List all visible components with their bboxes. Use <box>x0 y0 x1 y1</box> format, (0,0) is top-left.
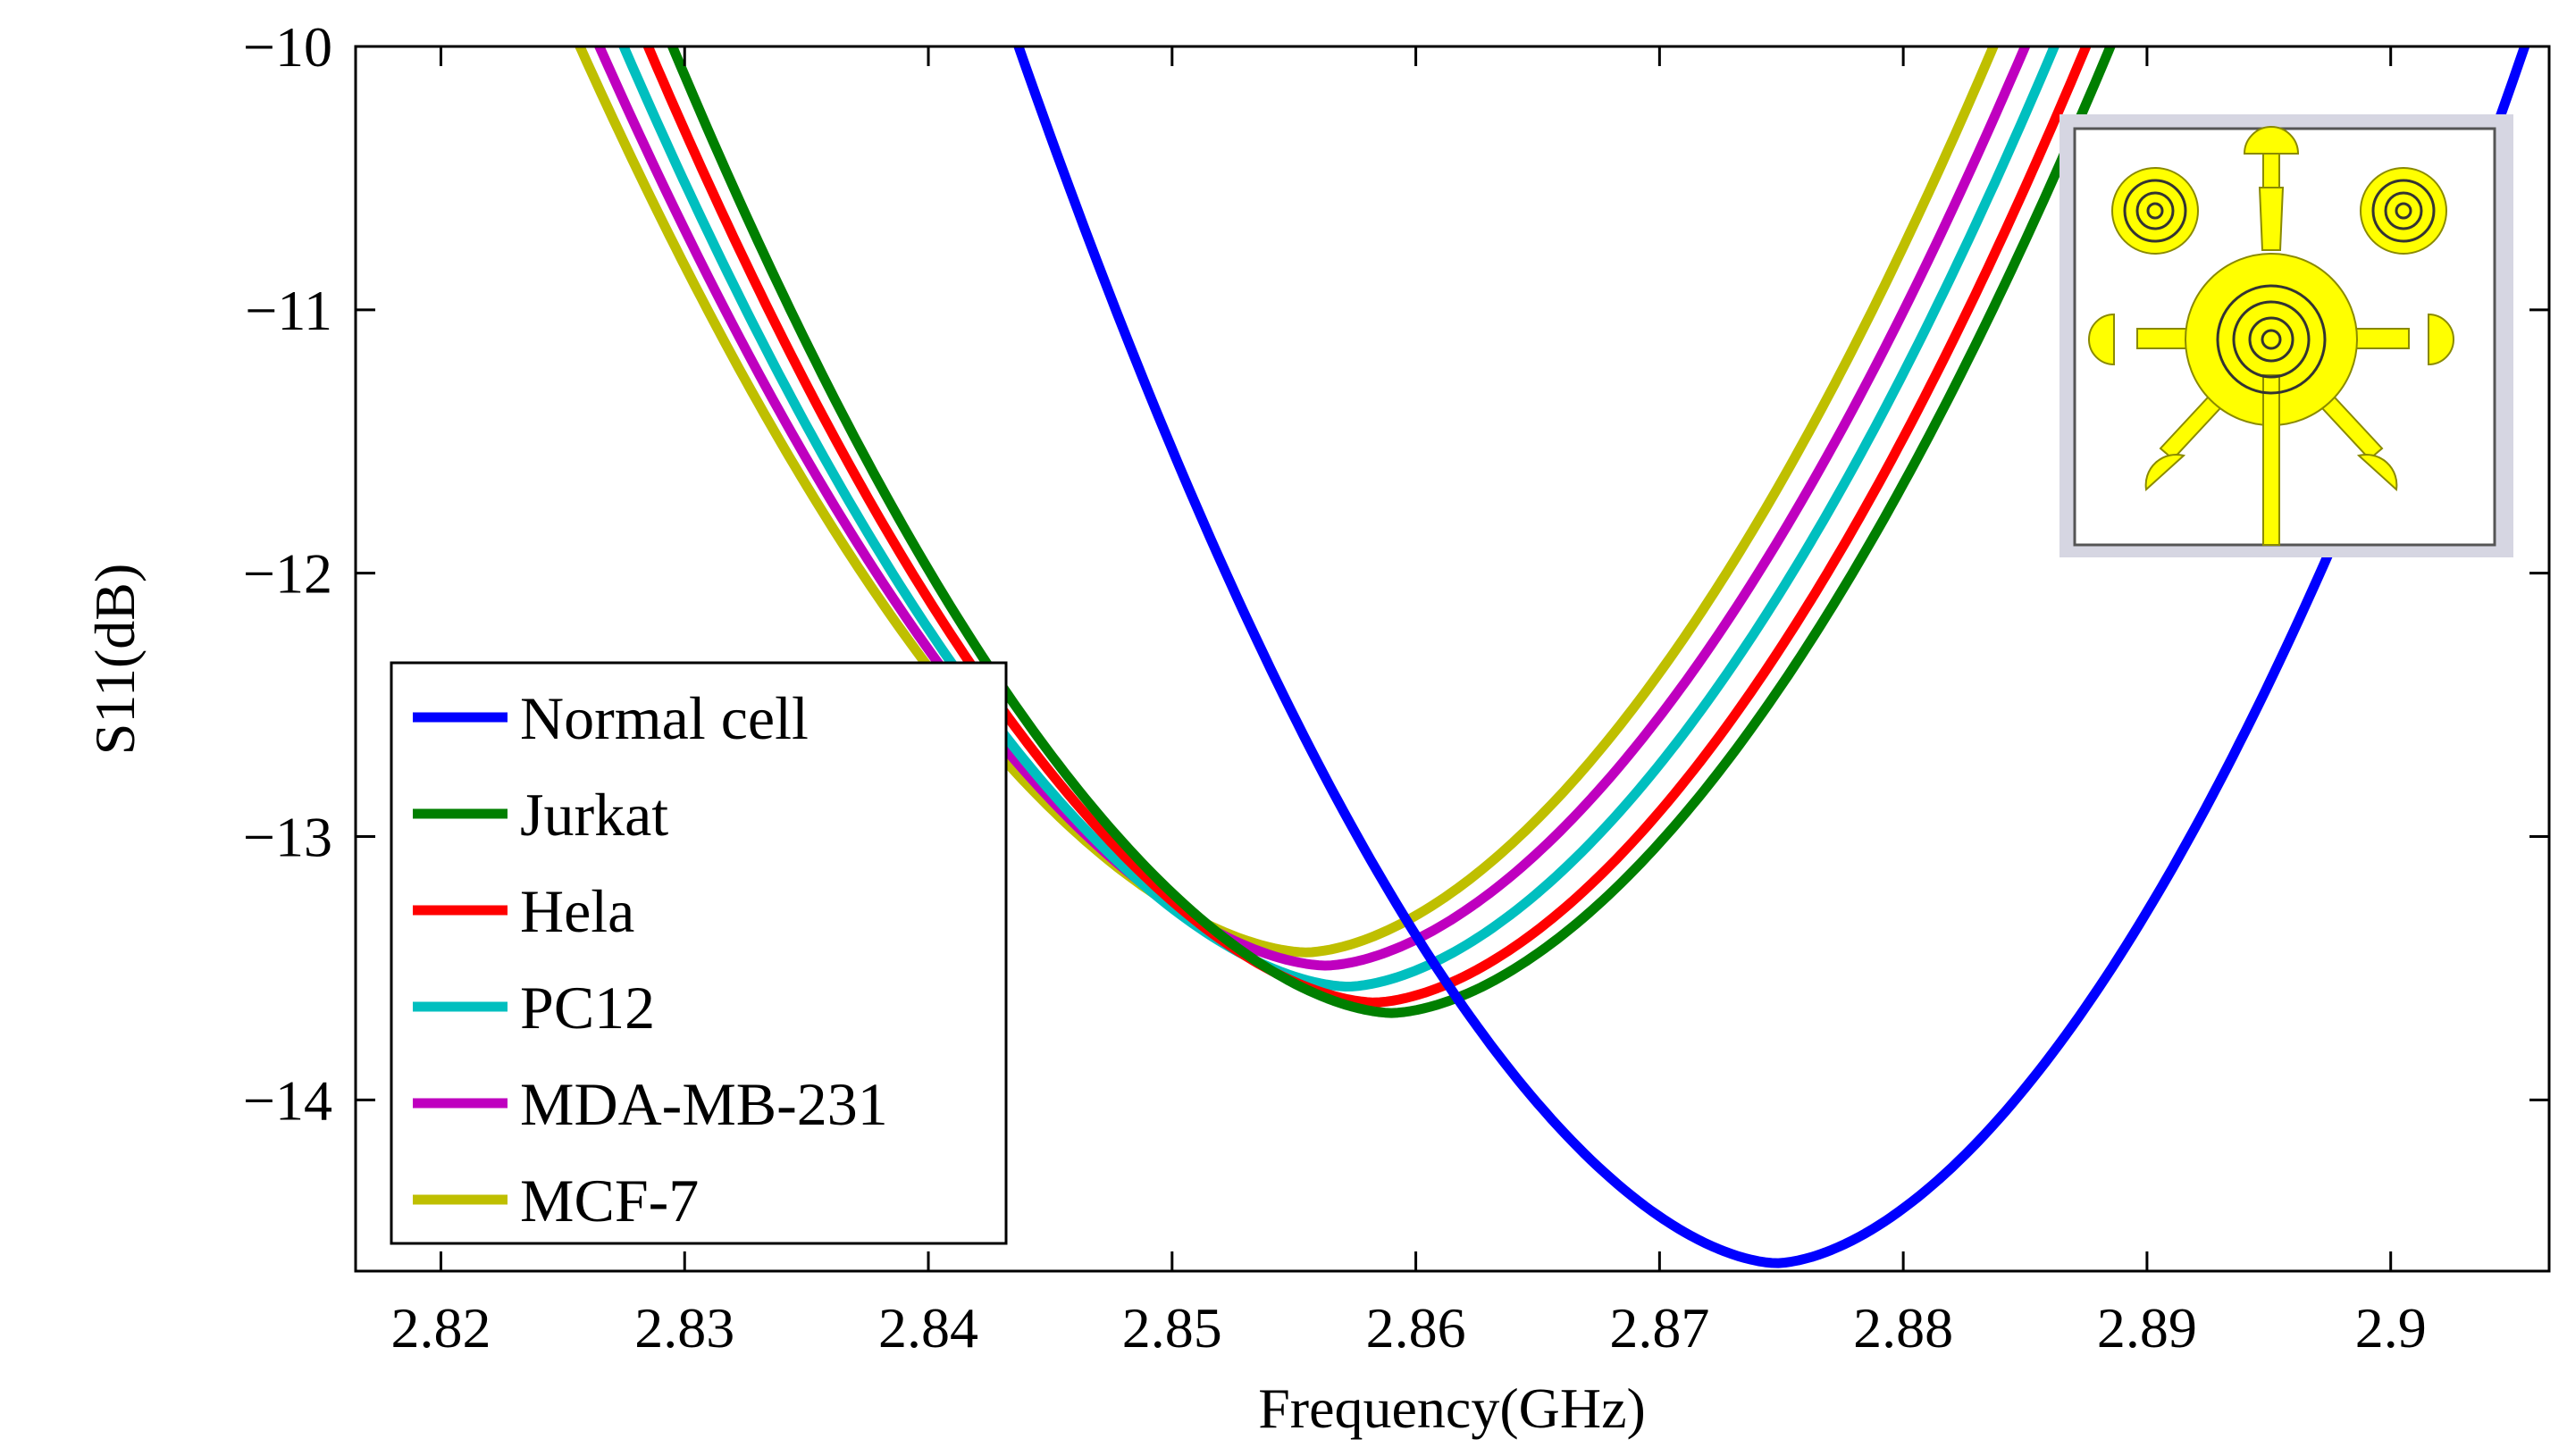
x-tick-label: 2.85 <box>1122 1296 1222 1360</box>
series-line-jurkat <box>667 46 2116 1018</box>
y-axis-title: S11(dB) <box>83 564 147 756</box>
x-tick-label: 2.87 <box>1609 1296 1709 1360</box>
series-line-normal-cell <box>1013 46 2530 1268</box>
x-tick-label: 2.88 <box>1853 1296 1953 1360</box>
antenna-inset <box>2059 114 2513 557</box>
plot-frame <box>354 45 2551 1273</box>
x-axis-title: Frequency(GHz) <box>1258 1377 1646 1440</box>
legend-label: Normal cell <box>520 684 809 752</box>
spiral-rings <box>2123 179 2436 395</box>
tick-layer: 2.82 2.83 2.84 2.85 2.86 2.87 2.88 2.89 2.9 −10 −1… <box>243 15 2549 1360</box>
y-tick-label: −11 <box>245 279 332 342</box>
x-tick-label: 2.89 <box>2097 1296 2197 1360</box>
legend-label: PC12 <box>520 974 655 1042</box>
x-tick-label: 2.86 <box>1366 1296 1466 1360</box>
y-tick-label: −12 <box>243 542 332 606</box>
y-tick-label: −13 <box>243 806 332 869</box>
legend-label: Hela <box>520 877 634 945</box>
legend-label: MCF-7 <box>520 1167 699 1234</box>
series-line-mda-mb-231 <box>593 46 2031 971</box>
antenna-icon <box>2088 126 2454 546</box>
legend-label: MDA-MB-231 <box>520 1070 888 1138</box>
x-tick-label: 2.82 <box>390 1296 491 1360</box>
x-tick-label: 2.9 <box>2355 1296 2427 1360</box>
series-line-mcf-7 <box>574 46 2000 958</box>
x-tick-label: 2.84 <box>878 1296 978 1360</box>
series-line-hela <box>642 46 2092 1008</box>
x-tick-label: 2.83 <box>634 1296 734 1360</box>
legend-box <box>390 661 1008 1245</box>
y-tick-label: −14 <box>243 1068 332 1132</box>
series-line-pc12 <box>618 46 2060 992</box>
legend-label: Jurkat <box>520 781 668 849</box>
y-tick-label: −10 <box>243 15 332 79</box>
series-layer <box>574 46 2530 1268</box>
legend: Normal cell Jurkat Hela PC12 MDA-MB-231 MCF-7 <box>390 661 1008 1245</box>
